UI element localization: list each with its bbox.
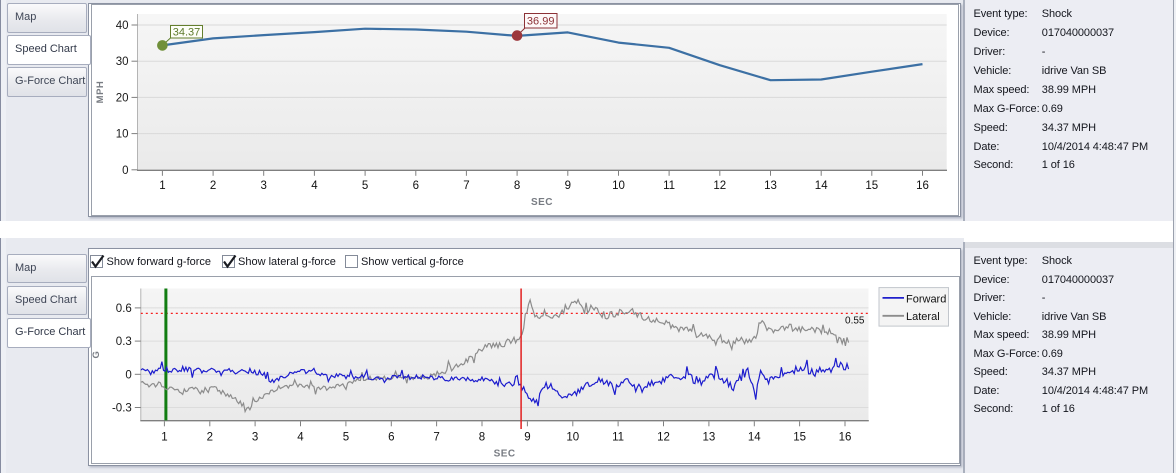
svg-text:Forward: Forward xyxy=(906,293,946,305)
svg-text:0.55: 0.55 xyxy=(845,316,865,327)
svg-text:3: 3 xyxy=(260,180,266,192)
svg-text:7: 7 xyxy=(463,180,469,192)
svg-text:-0.3: -0.3 xyxy=(112,403,132,415)
svg-text:14: 14 xyxy=(748,432,761,444)
svg-text:16: 16 xyxy=(916,180,929,192)
svg-text:11: 11 xyxy=(612,432,624,444)
svg-text:1: 1 xyxy=(161,432,167,444)
svg-text:5: 5 xyxy=(362,180,368,192)
svg-text:0: 0 xyxy=(122,165,128,177)
svg-text:SEC: SEC xyxy=(494,449,516,460)
svg-text:8: 8 xyxy=(479,432,485,444)
svg-text:40: 40 xyxy=(116,20,129,32)
svg-text:MPH: MPH xyxy=(95,81,106,104)
svg-text:15: 15 xyxy=(865,180,878,192)
svg-text:13: 13 xyxy=(764,180,777,192)
svg-text:6: 6 xyxy=(388,432,394,444)
svg-text:2: 2 xyxy=(210,180,216,192)
svg-text:20: 20 xyxy=(116,92,129,104)
svg-text:SEC: SEC xyxy=(531,197,553,208)
svg-text:6: 6 xyxy=(413,180,419,192)
svg-text:10: 10 xyxy=(116,129,129,141)
svg-text:30: 30 xyxy=(116,56,129,68)
svg-text:36.99: 36.99 xyxy=(527,16,555,28)
svg-text:16: 16 xyxy=(839,432,852,444)
svg-text:5: 5 xyxy=(343,432,349,444)
svg-text:11: 11 xyxy=(663,180,675,192)
svg-text:G: G xyxy=(91,351,102,359)
svg-text:2: 2 xyxy=(207,432,213,444)
svg-text:0: 0 xyxy=(125,369,131,381)
svg-text:12: 12 xyxy=(657,432,670,444)
svg-text:0.3: 0.3 xyxy=(116,336,132,348)
svg-text:3: 3 xyxy=(252,432,258,444)
svg-text:Lateral: Lateral xyxy=(906,311,940,323)
svg-text:7: 7 xyxy=(433,432,439,444)
svg-text:10: 10 xyxy=(612,180,625,192)
svg-text:13: 13 xyxy=(703,432,716,444)
svg-text:10: 10 xyxy=(566,432,579,444)
svg-text:34.37: 34.37 xyxy=(173,26,201,38)
svg-text:15: 15 xyxy=(793,432,806,444)
svg-text:4: 4 xyxy=(297,432,304,444)
svg-text:14: 14 xyxy=(815,180,828,192)
svg-text:12: 12 xyxy=(713,180,726,192)
svg-text:0.6: 0.6 xyxy=(116,303,132,315)
svg-text:4: 4 xyxy=(311,180,318,192)
svg-text:8: 8 xyxy=(514,180,520,192)
svg-text:9: 9 xyxy=(524,432,530,444)
svg-text:1: 1 xyxy=(159,180,165,192)
svg-text:9: 9 xyxy=(565,180,571,192)
